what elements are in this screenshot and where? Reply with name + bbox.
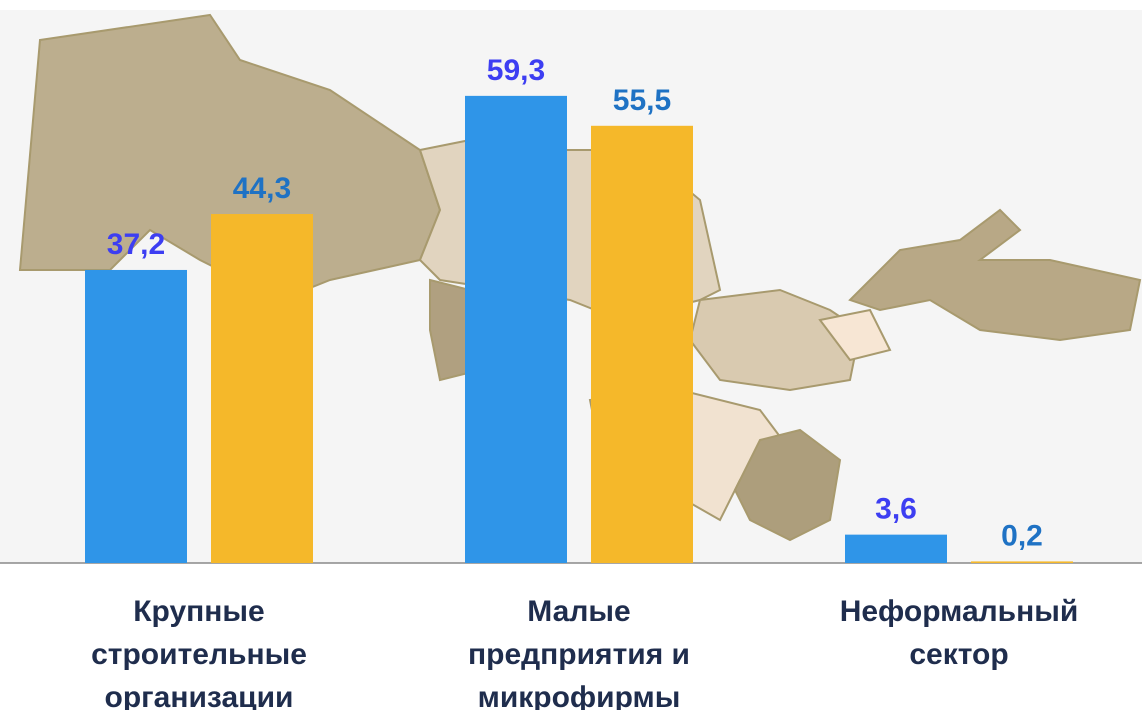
data-label: 55,5 bbox=[613, 84, 671, 117]
bar bbox=[211, 214, 313, 563]
data-label: 3,6 bbox=[875, 493, 917, 526]
bar bbox=[971, 561, 1073, 563]
bar bbox=[465, 95, 567, 563]
x-tick-label: Неформальный сектор bbox=[839, 595, 1079, 671]
x-tick-label: Крупные строительные организации bbox=[91, 595, 307, 710]
bar bbox=[845, 534, 947, 563]
bar bbox=[591, 125, 693, 564]
x-tick-label: Малые предприятия и микрофирмы bbox=[468, 595, 690, 710]
data-label: 44,3 bbox=[233, 172, 291, 205]
data-label: 59,3 bbox=[487, 54, 545, 87]
data-label: 0,2 bbox=[1001, 519, 1043, 552]
data-label: 37,2 bbox=[107, 228, 165, 261]
bar bbox=[85, 269, 187, 563]
